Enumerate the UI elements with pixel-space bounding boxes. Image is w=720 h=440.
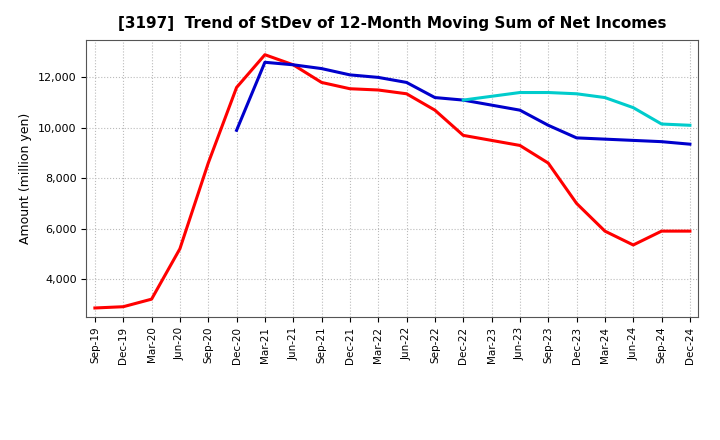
7 Years (459, 97, 467, 103)
5 Years (233, 128, 241, 133)
Line: 5 Years: 5 Years (237, 62, 690, 144)
3 Years (148, 297, 156, 302)
3 Years (91, 305, 99, 311)
Line: 7 Years: 7 Years (463, 92, 690, 125)
3 Years (544, 161, 552, 166)
3 Years (289, 62, 297, 67)
5 Years (516, 107, 524, 113)
3 Years (629, 242, 637, 248)
5 Years (289, 62, 297, 67)
3 Years (402, 91, 411, 96)
3 Years (431, 107, 439, 113)
7 Years (516, 90, 524, 95)
5 Years (544, 123, 552, 128)
3 Years (233, 85, 241, 90)
5 Years (318, 66, 326, 71)
5 Years (487, 103, 496, 108)
Y-axis label: Amount (million yen): Amount (million yen) (19, 113, 32, 244)
5 Years (657, 139, 666, 144)
3 Years (261, 52, 269, 57)
3 Years (318, 80, 326, 85)
5 Years (402, 80, 411, 85)
3 Years (657, 228, 666, 234)
7 Years (487, 94, 496, 99)
3 Years (119, 304, 127, 309)
5 Years (261, 60, 269, 65)
3 Years (346, 86, 354, 92)
7 Years (572, 91, 581, 96)
5 Years (572, 135, 581, 140)
Title: [3197]  Trend of StDev of 12-Month Moving Sum of Net Incomes: [3197] Trend of StDev of 12-Month Moving… (118, 16, 667, 32)
5 Years (346, 72, 354, 77)
3 Years (459, 133, 467, 138)
Line: 3 Years: 3 Years (95, 55, 690, 308)
5 Years (431, 95, 439, 100)
3 Years (572, 201, 581, 206)
3 Years (685, 228, 694, 234)
7 Years (629, 105, 637, 110)
3 Years (374, 88, 382, 93)
7 Years (685, 123, 694, 128)
3 Years (600, 228, 609, 234)
3 Years (204, 161, 212, 166)
3 Years (516, 143, 524, 148)
5 Years (629, 138, 637, 143)
7 Years (657, 121, 666, 127)
5 Years (459, 97, 467, 103)
5 Years (374, 75, 382, 80)
7 Years (600, 95, 609, 100)
7 Years (544, 90, 552, 95)
5 Years (685, 142, 694, 147)
3 Years (487, 138, 496, 143)
3 Years (176, 246, 184, 251)
5 Years (600, 136, 609, 142)
